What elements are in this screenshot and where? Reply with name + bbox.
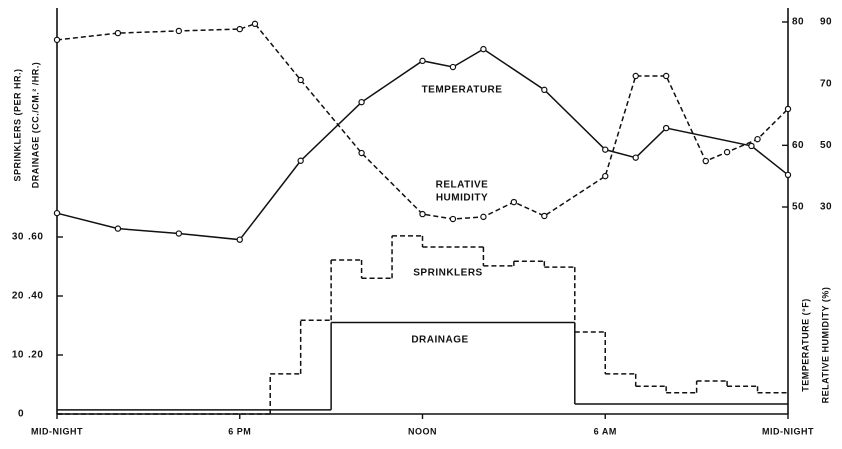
point — [662, 72, 670, 80]
point — [541, 212, 548, 220]
point — [419, 57, 426, 65]
x-tick-label: 6 AM — [594, 426, 617, 436]
point — [114, 225, 122, 232]
point — [251, 20, 259, 28]
point — [236, 236, 243, 243]
annotation: TEMPERATURE — [422, 85, 503, 96]
y2-axis-label: DRAINAGE (CC./CM.² /HR.) — [30, 62, 40, 189]
point — [114, 29, 122, 37]
y-axis-label: SPRINKLERS (PER HR.) — [12, 68, 22, 181]
point — [510, 198, 518, 206]
point — [702, 157, 709, 165]
y2-tick-label: 90 — [820, 17, 832, 28]
x-tick-label: 6 PM — [228, 426, 251, 436]
point — [754, 135, 761, 143]
point — [784, 171, 792, 179]
point — [297, 157, 304, 164]
y-tick-label: 10 — [12, 350, 24, 361]
series-label: SPRINKLERS — [413, 268, 482, 279]
point — [53, 36, 61, 44]
point — [175, 27, 183, 35]
point — [480, 213, 487, 221]
x-tick-label: NOON — [408, 426, 437, 436]
y2-tick-label: 30 — [820, 202, 832, 213]
y-tick-label: 30 — [12, 232, 24, 243]
point — [632, 72, 639, 80]
y-tick-label: 50 — [792, 202, 804, 213]
y-tick-label: 0 — [18, 409, 24, 420]
point — [358, 149, 365, 157]
point — [480, 45, 487, 53]
point — [449, 215, 457, 223]
point — [723, 148, 731, 156]
point — [602, 146, 609, 153]
y2-tick-label: .20 — [28, 350, 43, 361]
x-tick-label: MID-NIGHT — [31, 426, 83, 436]
annotation: HUMIDITY — [436, 193, 488, 204]
point — [602, 172, 609, 180]
point — [53, 209, 61, 217]
y-axis-label: TEMPERATURE (°F) — [800, 298, 810, 391]
y2-tick-label: .40 — [28, 291, 43, 302]
y2-tick-label: 70 — [820, 78, 832, 89]
annotation: RELATIVE — [436, 180, 489, 191]
point — [236, 25, 243, 33]
series-label: DRAINAGE — [411, 335, 468, 346]
x-tick-label: MID-NIGHT — [762, 426, 814, 436]
point — [748, 142, 755, 150]
y2-axis-label: RELATIVE HUMIDITY (%) — [820, 287, 830, 404]
point — [297, 76, 304, 84]
point — [419, 210, 426, 218]
line — [56, 22, 789, 220]
point — [662, 124, 670, 132]
y2-tick-label: .60 — [28, 232, 43, 243]
point — [358, 98, 365, 106]
point — [541, 86, 548, 94]
point — [784, 105, 792, 113]
point — [632, 154, 639, 161]
y-tick-label: 60 — [792, 140, 804, 151]
y-tick-label: 20 — [12, 291, 24, 302]
y-tick-label: 80 — [792, 17, 804, 28]
y2-tick-label: 50 — [820, 140, 832, 151]
point — [449, 63, 457, 71]
point — [175, 230, 183, 237]
